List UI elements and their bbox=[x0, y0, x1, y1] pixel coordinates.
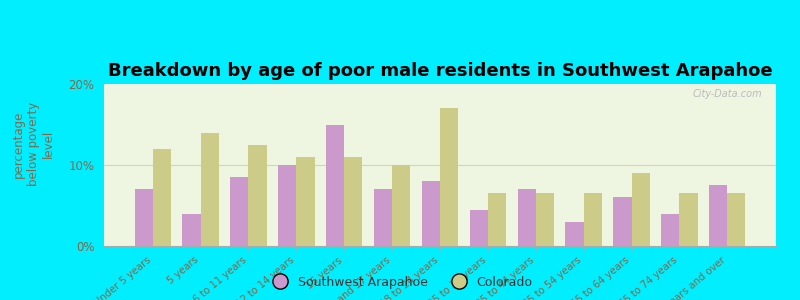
Bar bbox=[278, 165, 296, 246]
Bar bbox=[440, 108, 458, 246]
Bar bbox=[230, 177, 249, 246]
Bar bbox=[709, 185, 727, 246]
Text: percentage
below poverty
level: percentage below poverty level bbox=[12, 102, 55, 186]
Bar bbox=[134, 189, 153, 246]
Bar bbox=[392, 165, 410, 246]
Text: City-Data.com: City-Data.com bbox=[693, 89, 762, 99]
Bar bbox=[344, 157, 362, 246]
Legend: Southwest Arapahoe, Colorado: Southwest Arapahoe, Colorado bbox=[262, 271, 538, 294]
Bar bbox=[153, 149, 171, 246]
Bar bbox=[296, 157, 314, 246]
Bar bbox=[584, 193, 602, 246]
Bar bbox=[614, 197, 631, 246]
Bar bbox=[201, 133, 219, 246]
Bar bbox=[566, 222, 584, 246]
Bar bbox=[679, 193, 698, 246]
Bar bbox=[661, 214, 679, 246]
Bar bbox=[518, 189, 536, 246]
Bar bbox=[536, 193, 554, 246]
Title: Breakdown by age of poor male residents in Southwest Arapahoe: Breakdown by age of poor male residents … bbox=[108, 62, 772, 80]
Bar bbox=[249, 145, 266, 246]
Bar bbox=[470, 209, 488, 246]
Bar bbox=[422, 181, 440, 246]
Bar bbox=[488, 193, 506, 246]
Bar bbox=[631, 173, 650, 246]
Bar bbox=[326, 124, 344, 246]
Bar bbox=[182, 214, 201, 246]
Bar bbox=[727, 193, 746, 246]
Bar bbox=[374, 189, 392, 246]
